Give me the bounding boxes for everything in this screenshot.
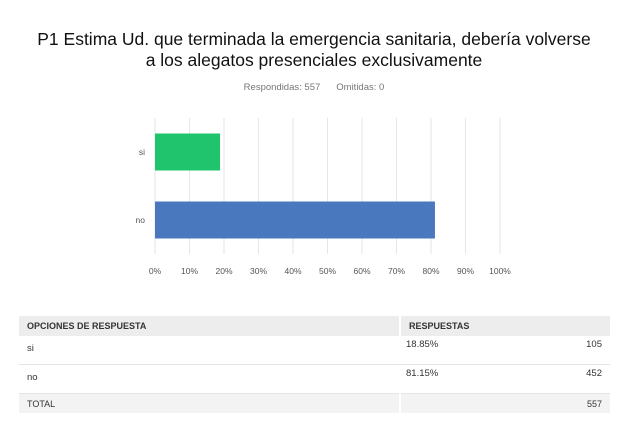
x-tick-label: 80%	[422, 266, 439, 276]
x-tick-label: 20%	[215, 266, 232, 276]
table-header-row: OPCIONES DE RESPUESTA RESPUESTAS	[19, 316, 610, 336]
x-tick-label: 90%	[457, 266, 474, 276]
bar	[155, 133, 221, 171]
question-title: P1 Estima Ud. que terminada la emergenci…	[0, 29, 628, 71]
question-title-line-1: P1 Estima Ud. que terminada la emergenci…	[37, 29, 591, 49]
row-percent: 18.85%	[400, 336, 526, 365]
x-tick-label: 30%	[250, 266, 267, 276]
total-count: 557	[526, 393, 610, 413]
header-options: OPCIONES DE RESPUESTA	[19, 316, 401, 336]
question-title-line-2: a los alegatos presenciales exclusivamen…	[145, 50, 483, 70]
total-spacer	[399, 393, 526, 413]
row-count: 452	[526, 364, 610, 394]
category-label: si	[139, 147, 145, 157]
bar	[155, 201, 435, 239]
x-tick-label: 10%	[181, 266, 198, 276]
results-table: OPCIONES DE RESPUESTA RESPUESTAS si 18.8…	[19, 316, 610, 413]
response-summary: Respondidas: 557 Omitidas: 0	[0, 82, 628, 93]
category-label: no	[136, 215, 146, 225]
x-tick-label: 70%	[388, 266, 405, 276]
x-tick-label: 40%	[284, 266, 301, 276]
x-tick-label: 0%	[149, 266, 162, 276]
table-row: no 81.15% 452	[19, 364, 610, 394]
skipped-count: Omitidas: 0	[336, 82, 385, 93]
header-responses: RESPUESTAS	[400, 316, 610, 336]
row-option: no	[19, 364, 400, 394]
x-tick-label: 60%	[353, 266, 370, 276]
x-tick-label: 100%	[489, 266, 511, 276]
x-tick-label: 50%	[319, 266, 336, 276]
row-count: 105	[526, 336, 610, 365]
bar-chart: 0% 10% 20% 30% 40% 50% 60% 70% 80% 90% 100% si no	[136, 118, 511, 276]
row-percent: 81.15%	[400, 364, 526, 394]
row-option: si	[19, 336, 400, 365]
table-row: si 18.85% 105	[19, 336, 610, 365]
answered-count: Respondidas: 557	[243, 82, 321, 93]
total-label: TOTAL	[19, 393, 400, 413]
total-row: TOTAL 557	[19, 393, 610, 413]
